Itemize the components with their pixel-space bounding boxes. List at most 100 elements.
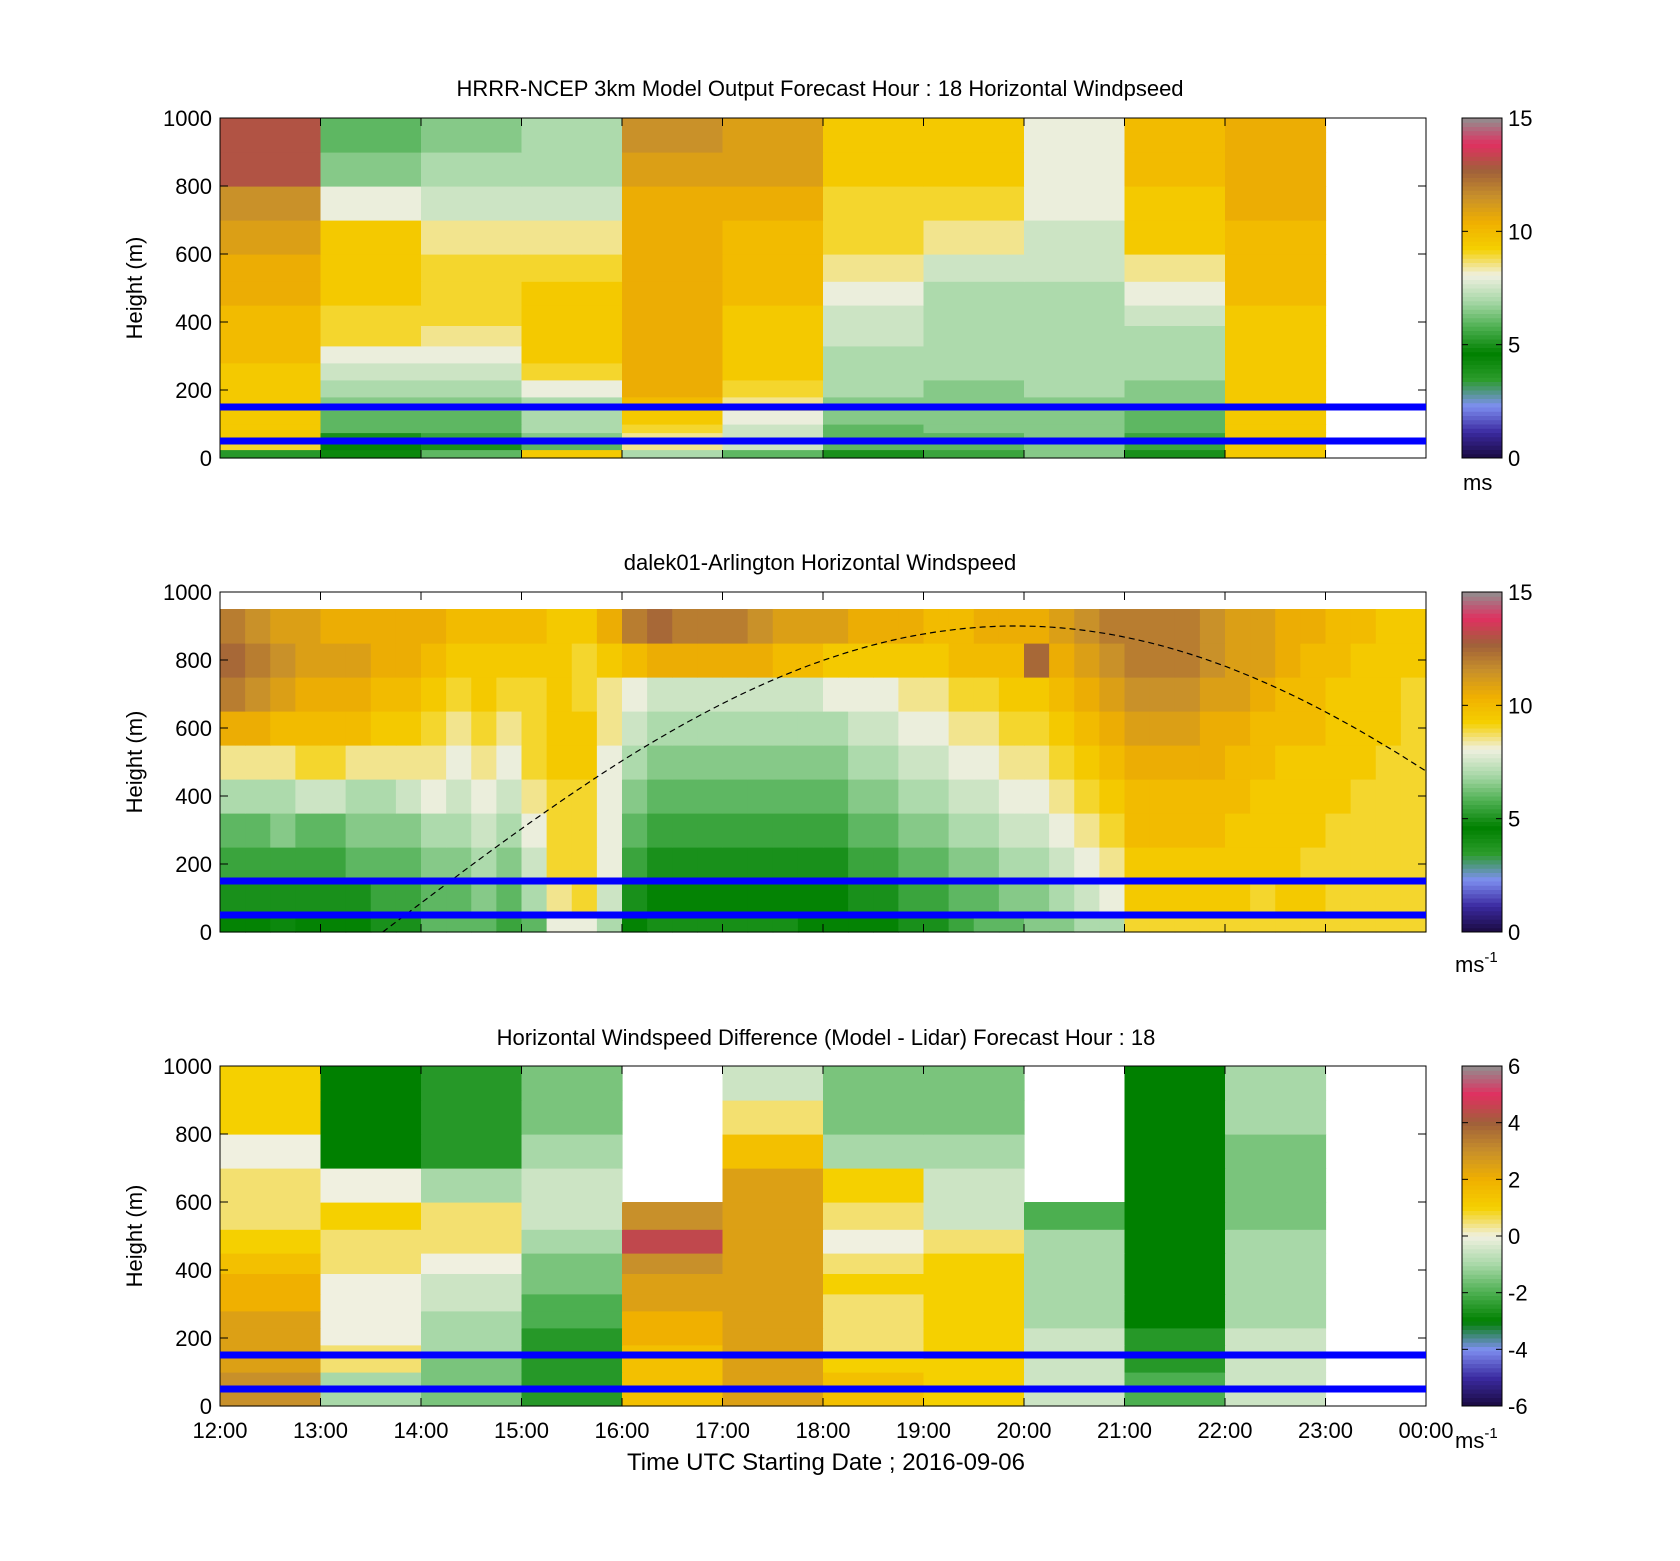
heatmap-cell bbox=[722, 609, 749, 644]
heatmap-cell bbox=[1225, 1229, 1327, 1254]
heatmap-cell bbox=[295, 711, 322, 746]
heatmap-cell bbox=[320, 1293, 422, 1312]
colorbar-segment bbox=[1462, 643, 1502, 648]
heatmap-cell bbox=[446, 847, 472, 882]
heatmap-cell bbox=[1225, 643, 1251, 678]
heatmap-cell bbox=[1024, 813, 1050, 848]
heatmap-cell bbox=[521, 449, 623, 459]
heatmap-cell bbox=[521, 609, 548, 644]
colorbar-segment bbox=[1462, 407, 1502, 412]
colorbar-segment bbox=[1462, 360, 1502, 365]
heatmap-cell bbox=[220, 1273, 322, 1295]
y-tick-label: 0 bbox=[200, 920, 212, 945]
heatmap-cell bbox=[722, 745, 749, 780]
heatmap-cell bbox=[848, 847, 874, 882]
heatmap-cell bbox=[345, 915, 372, 933]
heatmap-cell bbox=[446, 881, 472, 916]
heatmap-cell bbox=[647, 813, 673, 848]
colorbar-segment bbox=[1462, 655, 1502, 661]
heatmap-cell bbox=[797, 881, 824, 916]
heatmap-cell bbox=[1049, 881, 1075, 916]
heatmap-cell bbox=[1199, 813, 1226, 848]
heatmap-cell bbox=[923, 779, 950, 814]
heatmap-cell bbox=[421, 779, 447, 814]
heatmap-cell bbox=[421, 847, 447, 882]
heatmap-cell bbox=[521, 254, 623, 282]
heatmap-cell bbox=[1225, 325, 1327, 347]
heatmap-cell bbox=[722, 118, 824, 153]
heatmap-cell bbox=[823, 745, 849, 780]
colorbar-segment bbox=[1462, 813, 1502, 818]
colorbar-segment bbox=[1462, 1265, 1502, 1271]
heatmap-cell bbox=[220, 325, 322, 347]
panel-lidar-heatmap bbox=[220, 609, 1427, 933]
heatmap-cell bbox=[345, 609, 372, 644]
heatmap-cell bbox=[797, 915, 824, 933]
heatmap-cell bbox=[1375, 609, 1402, 644]
heatmap-cell bbox=[923, 424, 1025, 434]
heatmap-cell bbox=[772, 881, 799, 916]
heatmap-cell bbox=[220, 915, 246, 933]
heatmap-cell bbox=[1124, 1327, 1226, 1346]
heatmap-cell bbox=[873, 745, 899, 780]
heatmap-cell bbox=[1099, 677, 1126, 712]
heatmap-cell bbox=[1124, 847, 1151, 882]
colorbar-segment bbox=[1462, 1087, 1502, 1092]
heatmap-cell bbox=[722, 779, 749, 814]
heatmap-cell bbox=[270, 609, 296, 644]
colorbar-segment bbox=[1462, 706, 1502, 712]
colorbar-segment bbox=[1462, 1214, 1502, 1220]
heatmap-cell bbox=[320, 1389, 422, 1399]
x-tick-label: 18:00 bbox=[795, 1418, 850, 1443]
heatmap-cell bbox=[496, 915, 523, 933]
heatmap-cell bbox=[722, 305, 824, 326]
heatmap-cell bbox=[1124, 1397, 1226, 1407]
heatmap-cell bbox=[1074, 847, 1100, 882]
heatmap-cell bbox=[722, 1066, 824, 1101]
heatmap-cell bbox=[1199, 609, 1226, 644]
heatmap-cell bbox=[823, 643, 849, 678]
colorbar-segment bbox=[1462, 783, 1502, 788]
colorbar-segment bbox=[1462, 245, 1502, 251]
heatmap-cell bbox=[823, 220, 925, 255]
heatmap-cell bbox=[973, 813, 1000, 848]
heatmap-cell bbox=[722, 1397, 824, 1407]
heatmap-cell bbox=[797, 847, 824, 882]
heatmap-cell bbox=[220, 1100, 322, 1135]
heatmap-cell bbox=[320, 1229, 422, 1254]
heatmap-cell bbox=[873, 643, 899, 678]
heatmap-cell bbox=[873, 881, 899, 916]
heatmap-cell bbox=[421, 410, 523, 425]
heatmap-cell bbox=[923, 254, 1025, 282]
colorbar-tick-label: 4 bbox=[1508, 1111, 1520, 1136]
heatmap-cell bbox=[395, 881, 422, 916]
heatmap-cell bbox=[797, 711, 824, 746]
heatmap-cell bbox=[898, 643, 925, 678]
heatmap-cell bbox=[622, 1310, 724, 1329]
heatmap-cell bbox=[747, 813, 774, 848]
colorbar-segment bbox=[1462, 1066, 1502, 1071]
colorbar-segment bbox=[1462, 139, 1502, 144]
heatmap-cell bbox=[1074, 677, 1100, 712]
heatmap-cell bbox=[923, 1253, 1025, 1274]
heatmap-cell bbox=[622, 711, 648, 746]
colorbar-segment bbox=[1462, 445, 1502, 450]
heatmap-cell bbox=[1124, 813, 1151, 848]
heatmap-cell bbox=[1024, 1380, 1126, 1390]
colorbar-segment bbox=[1462, 292, 1502, 297]
heatmap-cell bbox=[421, 1253, 523, 1274]
heatmap-cell bbox=[521, 1168, 623, 1203]
heatmap-cell bbox=[697, 881, 724, 916]
y-tick-label: 1000 bbox=[163, 1054, 212, 1079]
heatmap-cell bbox=[697, 915, 724, 933]
heatmap-cell bbox=[1124, 1202, 1226, 1230]
heatmap-cell bbox=[446, 779, 472, 814]
heatmap-cell bbox=[923, 362, 1025, 381]
heatmap-cell bbox=[1400, 677, 1427, 712]
heatmap-cell bbox=[973, 745, 1000, 780]
heatmap-cell bbox=[1124, 711, 1151, 746]
heatmap-cell bbox=[1225, 118, 1327, 153]
heatmap-cell bbox=[923, 441, 1025, 451]
heatmap-cell bbox=[471, 847, 497, 882]
